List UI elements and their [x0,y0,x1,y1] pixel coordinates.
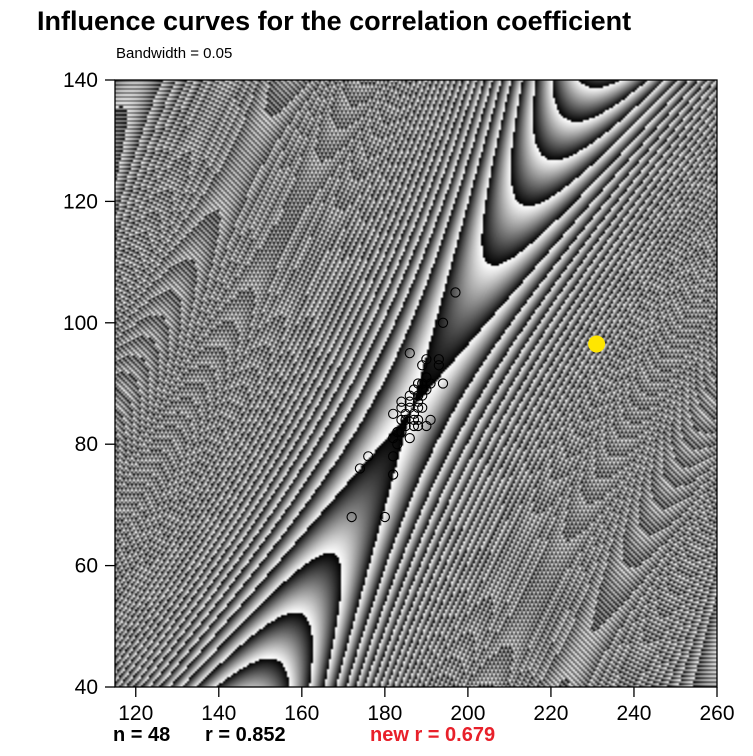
data-point [433,354,444,365]
axes: 120 140 160 180 200 220 240 260 40 60 80 100 120 140 [63,69,735,725]
y-tick-label: 40 [75,676,98,699]
x-tick-label: 160 [284,702,319,725]
data-point [354,463,366,474]
data-points [346,287,606,523]
x-tick-label: 200 [450,702,485,725]
data-point [363,451,374,462]
correlation-label: r = 0.852 [205,724,286,746]
data-point [437,317,449,328]
data-point [400,414,411,426]
data-point [433,360,444,371]
data-point [404,432,415,444]
x-tick-label: 240 [616,702,651,725]
data-point [421,354,432,365]
data-point [392,439,403,450]
data-point [392,426,403,438]
new-point-marker[interactable] [588,335,606,353]
x-tick-label: 260 [699,702,734,725]
y-tick-label: 100 [63,312,98,335]
data-point [388,451,399,462]
data-point [396,396,407,407]
data-point [408,384,420,395]
y-tick-label: 140 [63,69,98,92]
x-tick-label: 180 [367,702,402,725]
data-point [379,511,391,523]
data-point [421,420,432,432]
y-tick-label: 80 [75,433,98,456]
chart-subtitle: Bandwidth = 0.05 [116,45,233,62]
data-point [450,287,461,298]
x-tick-label: 140 [201,702,236,725]
plot-frame [114,79,718,688]
y-tick-label: 60 [75,555,98,578]
data-point [400,420,411,432]
new-correlation-label: new r = 0.679 [370,724,496,746]
data-point [437,378,449,389]
influence-field [115,80,717,687]
data-point [396,402,407,413]
influence-field-image [115,80,717,687]
chart-title: Influence curves for the correlation coe… [37,6,632,36]
data-point [412,420,424,432]
data-point [388,469,399,480]
data-point [412,414,424,426]
data-point [417,402,428,413]
data-point [425,378,436,389]
sample-size-label: n = 48 [113,724,171,746]
y-tick-label: 120 [63,190,98,213]
data-point [404,347,415,359]
data-point [346,511,357,523]
x-tick-label: 220 [533,702,568,725]
data-point [388,408,399,419]
data-point [404,396,415,407]
x-tick-label: 120 [118,702,153,725]
